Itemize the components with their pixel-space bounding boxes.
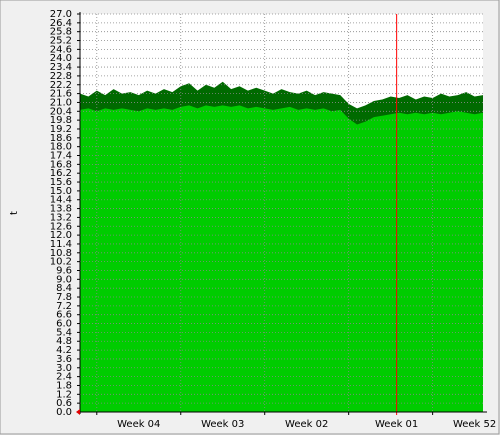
y-tick-label: 8.4 <box>56 283 72 294</box>
y-tick-label: 21.0 <box>50 97 72 108</box>
y-tick-label: 18.6 <box>50 133 72 144</box>
x-tick-label: Week 03 <box>201 419 244 430</box>
y-tick-label: 20.4 <box>50 106 72 117</box>
y-tick-label: 11.4 <box>50 239 72 250</box>
y-tick-label: 26.4 <box>50 18 72 29</box>
y-tick-label: 15.6 <box>50 177 72 188</box>
y-tick-label: 3.6 <box>56 354 72 365</box>
x-tick-label: Week 01 <box>375 419 418 430</box>
y-tick-label: 25.8 <box>50 27 72 38</box>
y-tick-label: 9.6 <box>56 265 72 276</box>
y-tick-label: 7.8 <box>56 292 72 303</box>
area <box>80 105 483 413</box>
y-tick-label: 3.0 <box>56 363 72 374</box>
y-tick-label: 10.2 <box>50 257 72 268</box>
y-tick-label: 19.2 <box>50 124 72 135</box>
y-tick-label: 25.2 <box>50 36 72 47</box>
y-tick-label: 5.4 <box>56 327 72 338</box>
y-tick-label: 7.2 <box>56 301 72 312</box>
y-tick-label: 16.8 <box>50 159 72 170</box>
y-tick-label: 18.0 <box>50 142 72 153</box>
y-tick-label: 16.2 <box>50 168 72 179</box>
y-tick-label: 14.4 <box>50 195 72 206</box>
y-tick-label: 12.0 <box>50 230 72 241</box>
y-tick-label: 15.0 <box>50 186 72 197</box>
y-tick-label: 22.2 <box>50 80 72 91</box>
y-tick-label: 19.8 <box>50 115 72 126</box>
y-tick-label: 22.8 <box>50 71 72 82</box>
y-tick-label: 13.2 <box>50 212 72 223</box>
x-tick-label: Week 04 <box>117 419 160 430</box>
y-tick-label: 21.6 <box>50 89 72 100</box>
y-tick-label: 23.4 <box>50 62 72 73</box>
y-tick-label: 0.6 <box>56 398 72 409</box>
y-tick-label: 12.6 <box>50 221 72 232</box>
x-tick-label: Week 02 <box>285 419 328 430</box>
y-tick-label: 4.8 <box>56 336 72 347</box>
y-tick-label: 24.6 <box>50 44 72 55</box>
y-tick-label: 1.8 <box>56 380 72 391</box>
y-tick-label: 10.8 <box>50 248 72 259</box>
y-tick-label: 17.4 <box>50 151 72 162</box>
y-tick-label: 6.0 <box>56 319 72 330</box>
y-tick-label: 9.0 <box>56 274 72 285</box>
y-tick-label: 2.4 <box>56 372 72 383</box>
y-tick-label: 24.0 <box>50 53 72 64</box>
axis-arrow <box>76 409 80 415</box>
y-axis-label: t <box>9 211 20 215</box>
y-tick-label: 6.6 <box>56 310 72 321</box>
y-tick-label: 13.8 <box>50 204 72 215</box>
y-tick-label: 27.0 <box>50 9 72 20</box>
y-tick-label: 4.2 <box>56 345 72 356</box>
x-tick-label: Week 52 <box>453 419 496 430</box>
y-tick-label: 0.0 <box>56 407 72 418</box>
y-tick-label: 1.2 <box>56 389 72 400</box>
